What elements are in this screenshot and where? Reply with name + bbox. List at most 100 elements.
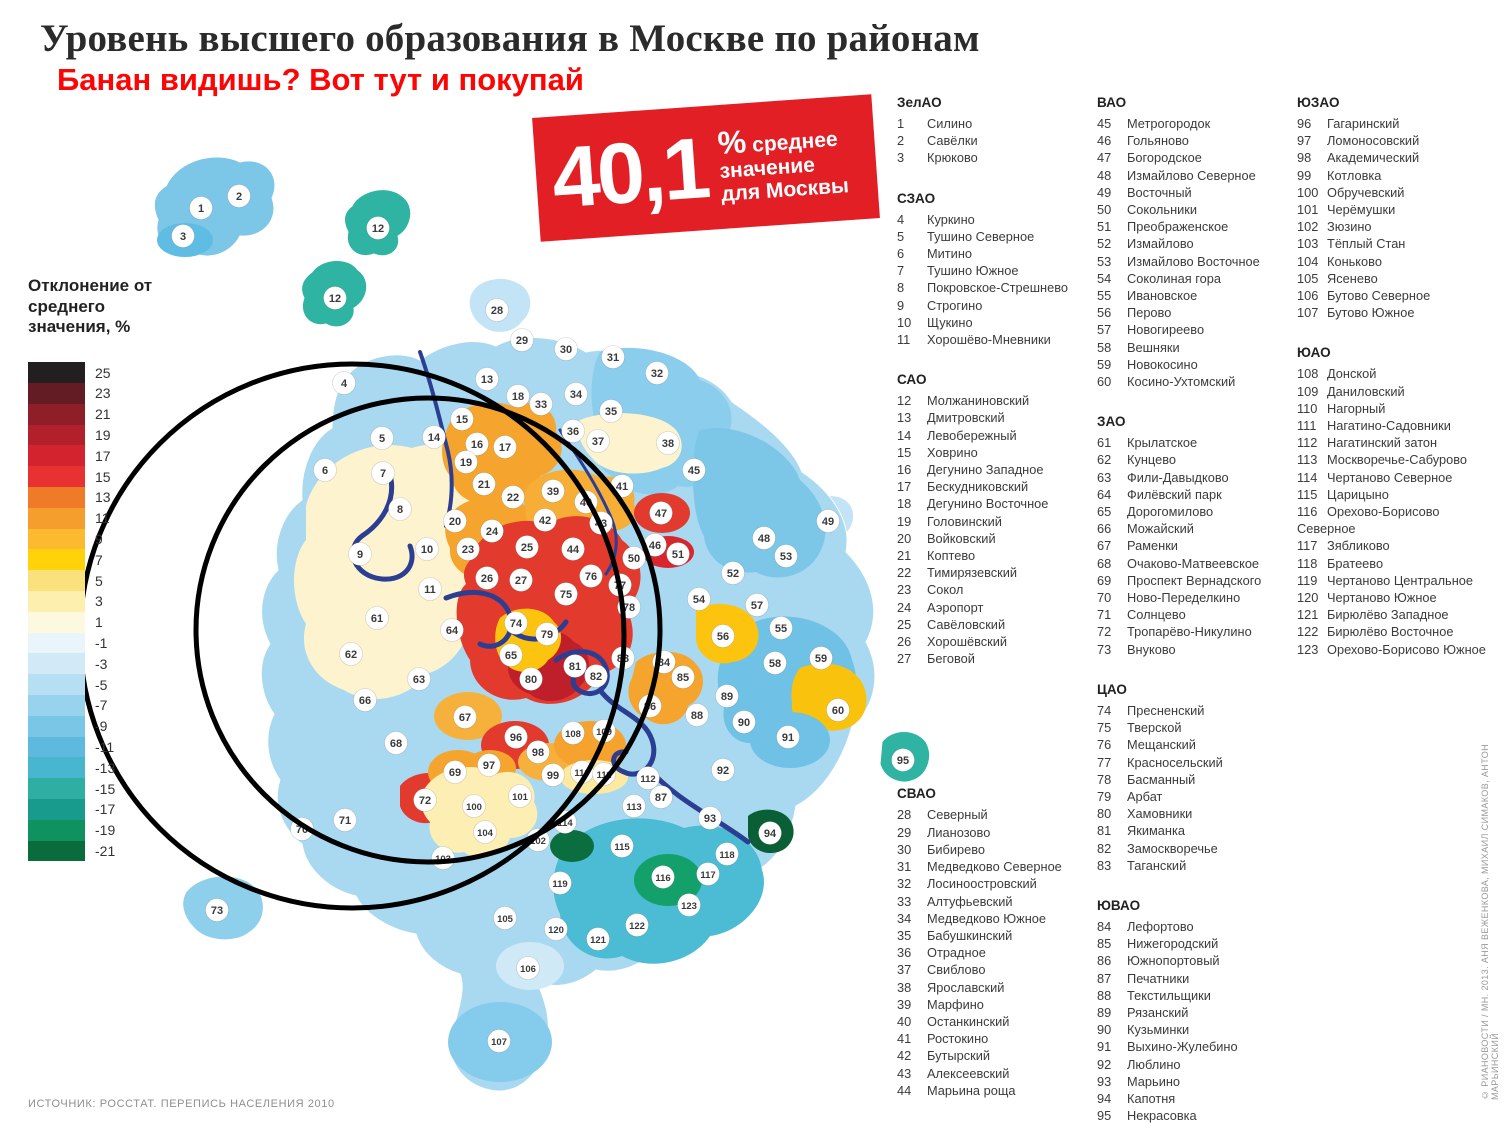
district-name: Сокол: [927, 582, 964, 598]
district-list-item: 94 Капотня: [1097, 1090, 1297, 1107]
svg-text:13: 13: [481, 374, 493, 386]
district-number: 32: [897, 876, 912, 892]
district-name: Марьино: [1127, 1073, 1181, 1089]
district-marker: 81: [563, 654, 587, 678]
svg-text:42: 42: [539, 515, 551, 527]
district-marker: 5: [370, 426, 394, 450]
svg-text:84: 84: [658, 657, 671, 669]
district-number: 5: [897, 228, 905, 244]
district-marker: 99: [541, 763, 565, 787]
district-name: Тушино Северное: [927, 228, 1035, 244]
district-marker: 97: [477, 753, 501, 777]
svg-text:35: 35: [605, 406, 617, 418]
svg-text:28: 28: [491, 305, 503, 317]
svg-text:9: 9: [357, 549, 363, 561]
district-list-item: 40 Останкинский: [897, 1013, 1097, 1030]
district-marker: 104: [473, 820, 497, 844]
svg-text:61: 61: [371, 613, 383, 625]
district-list-item: 38 Ярославский: [897, 979, 1097, 996]
district-marker: 80: [519, 667, 543, 691]
district-number: 78: [1097, 771, 1112, 787]
district-name: Пресненский: [1127, 702, 1205, 718]
district-list-item: 95 Некрасовка: [1097, 1107, 1297, 1124]
district-name: Арбат: [1127, 788, 1163, 804]
district-name: Даниловский: [1327, 383, 1405, 399]
district-list-item: 5 Тушино Северное: [897, 228, 1097, 245]
district-marker: 100: [462, 794, 486, 818]
district-number: 85: [1097, 936, 1112, 952]
district-marker: 21: [472, 472, 496, 496]
district-name: Красносельский: [1127, 754, 1223, 770]
district-number: 43: [897, 1065, 912, 1081]
district-name: Орехово-Борисово Северное: [1297, 504, 1440, 537]
svg-text:79: 79: [541, 629, 553, 641]
legend-swatch: [28, 486, 85, 508]
district-marker: 76: [579, 564, 603, 588]
svg-text:62: 62: [345, 649, 357, 661]
district-name: Выхино-Жулебино: [1127, 1039, 1238, 1055]
district-marker: 69: [443, 760, 467, 784]
district-number: 79: [1097, 788, 1112, 804]
district-list-item: 80 Хамовники: [1097, 805, 1297, 822]
district-name: Бирюлёво Восточное: [1327, 624, 1454, 640]
district-number: 120: [1297, 590, 1319, 606]
district-number: 20: [897, 530, 912, 546]
legend-swatch: [28, 778, 85, 799]
district-number: 104: [1297, 253, 1319, 269]
district-name: Кунцево: [1127, 452, 1176, 468]
district-list-item: 14 Левобережный: [897, 427, 1097, 444]
district-marker: 29: [510, 328, 534, 352]
svg-text:105: 105: [497, 914, 514, 925]
district-list-item: 16 Дегунино Западное: [897, 461, 1097, 478]
district-marker: 118: [715, 842, 739, 866]
legend-swatch: [28, 590, 85, 612]
district-list-item: 57 Новогиреево: [1097, 321, 1297, 338]
svg-text:52: 52: [727, 568, 739, 580]
district-marker: 16: [465, 432, 489, 456]
district-name: Нагатинский затон: [1327, 435, 1438, 451]
district-marker: 82: [584, 664, 608, 688]
district-list-item: 28 Северный: [897, 806, 1097, 823]
district-name: Сокольники: [1127, 202, 1198, 218]
district-marker: 106: [516, 956, 540, 980]
legend-value: 19: [95, 426, 111, 443]
district-number: 4: [897, 211, 905, 227]
district-list-item: 27 Беговой: [897, 650, 1097, 667]
okrug-group: ЗАО 61 Крылатское 62 Кунцево 63 Фили-Давыдково…: [1097, 414, 1297, 658]
district-list-item: 41 Ростокино: [897, 1030, 1097, 1047]
legend-band: 19: [28, 424, 153, 446]
svg-text:85: 85: [677, 672, 689, 684]
district-name: Мещанский: [1127, 737, 1196, 753]
district-marker: 71: [333, 808, 357, 832]
svg-text:22: 22: [507, 492, 519, 504]
district-name: Останкинский: [927, 1013, 1010, 1029]
district-marker: 63: [407, 667, 431, 691]
district-number: 38: [897, 979, 912, 995]
district-name: Раменки: [1127, 538, 1178, 554]
district-list-item: 61 Крылатское: [1097, 434, 1297, 451]
district-name: Люблино: [1127, 1056, 1181, 1072]
svg-text:8: 8: [397, 504, 403, 516]
district-list-item: 71 Солнцево: [1097, 606, 1297, 623]
district-name: Солнцево: [1127, 607, 1186, 623]
district-marker: 66: [353, 688, 377, 712]
svg-text:30: 30: [560, 344, 572, 356]
okrug-header: ЦАО: [1097, 681, 1127, 697]
district-list-item: 12 Молжаниновский: [897, 392, 1097, 409]
district-marker: 27: [509, 568, 533, 592]
district-name: Ломоносовский: [1327, 133, 1420, 149]
district-list-item: 53 Измайлово Восточное: [1097, 253, 1297, 270]
svg-text:102: 102: [530, 836, 546, 847]
district-list-item: 116 Орехово-Борисово Северное: [1297, 503, 1497, 537]
district-marker: 72: [413, 788, 437, 812]
district-list-item: 34 Медведково Южное: [897, 910, 1097, 927]
svg-text:55: 55: [775, 623, 787, 635]
district-number: 6: [897, 246, 905, 262]
district-list-item: 112 Нагатинский затон: [1297, 434, 1497, 451]
district-marker: 32: [645, 361, 669, 385]
credit-note: © РИАНОВОСТИ / МН. 2013. АНЯ ВЕЖЕНКОВА, …: [1480, 744, 1500, 1100]
district-number: 31: [897, 859, 912, 875]
district-marker: 112: [636, 766, 660, 790]
district-list-item: 60 Косино-Ухтомский: [1097, 373, 1297, 390]
